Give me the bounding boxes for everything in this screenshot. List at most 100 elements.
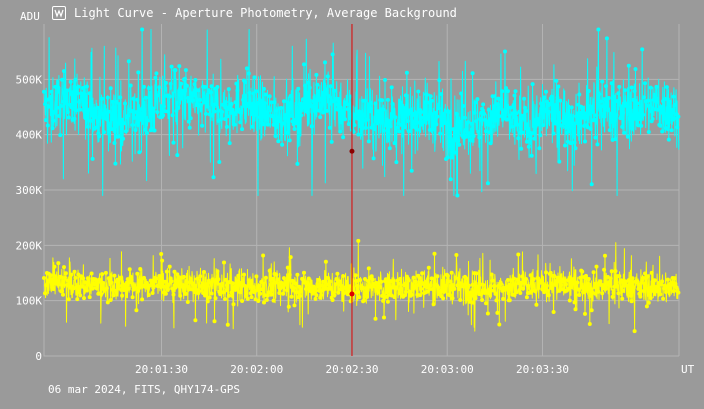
data-point — [187, 125, 192, 130]
data-point — [325, 74, 330, 79]
data-point — [544, 89, 548, 94]
data-point — [351, 286, 356, 291]
data-point — [109, 127, 114, 132]
data-point — [43, 283, 48, 288]
data-point — [519, 146, 524, 151]
data-point — [635, 279, 640, 284]
data-point — [537, 146, 542, 151]
data-point — [105, 300, 110, 305]
data-point — [457, 287, 462, 292]
data-point — [125, 113, 130, 118]
data-point — [104, 117, 109, 122]
data-point — [508, 284, 513, 289]
data-point — [204, 282, 209, 287]
data-point — [217, 160, 222, 164]
data-point — [130, 295, 135, 300]
data-point — [299, 113, 304, 118]
data-point — [557, 159, 562, 164]
data-point — [258, 291, 263, 296]
y-tick-label: 100K — [16, 295, 43, 308]
data-point — [300, 102, 305, 107]
data-point — [74, 108, 79, 113]
data-point — [250, 124, 255, 129]
data-point — [95, 105, 100, 110]
data-point — [207, 295, 212, 300]
data-point — [628, 293, 633, 298]
data-point — [43, 118, 48, 123]
data-point — [538, 133, 543, 138]
data-point — [307, 85, 312, 90]
data-point — [141, 104, 146, 109]
data-point — [173, 68, 178, 73]
data-point — [171, 292, 176, 297]
data-point — [541, 284, 546, 289]
data-point — [649, 270, 654, 275]
data-point — [495, 102, 500, 107]
data-point — [303, 99, 308, 104]
data-point — [499, 282, 504, 286]
data-point — [441, 111, 446, 116]
data-point — [428, 283, 433, 288]
data-point — [78, 107, 83, 112]
data-point — [654, 84, 659, 89]
data-point — [332, 293, 337, 298]
data-point — [283, 282, 287, 287]
data-point — [500, 89, 505, 94]
data-point — [593, 291, 598, 296]
data-point — [357, 295, 362, 300]
data-point — [216, 118, 221, 123]
data-point — [235, 88, 240, 93]
data-point — [610, 294, 615, 299]
data-point — [474, 119, 479, 124]
data-point — [498, 286, 503, 290]
data-point — [282, 276, 286, 281]
data-point — [86, 276, 91, 281]
data-point — [224, 283, 229, 288]
data-point — [445, 155, 450, 160]
y-tick-label: 500K — [16, 73, 43, 86]
data-point — [413, 279, 418, 284]
data-point — [567, 114, 572, 119]
data-point — [603, 97, 607, 102]
data-point — [261, 122, 266, 127]
data-point — [82, 91, 86, 96]
data-point — [434, 122, 439, 127]
data-point — [103, 270, 108, 275]
data-point — [330, 52, 335, 57]
time-cursor[interactable] — [349, 24, 355, 356]
data-point — [220, 110, 225, 114]
data-point — [131, 96, 136, 101]
data-point — [151, 108, 156, 113]
data-point — [176, 106, 181, 110]
data-point — [505, 89, 510, 94]
data-point — [230, 281, 235, 286]
data-point — [394, 160, 399, 165]
data-point — [629, 85, 634, 90]
data-point — [323, 259, 328, 264]
data-point — [66, 115, 71, 120]
data-point — [378, 285, 383, 290]
data-point — [516, 252, 521, 257]
data-point — [631, 285, 636, 290]
data-point — [613, 137, 618, 142]
data-point — [303, 287, 308, 291]
data-point — [128, 83, 133, 88]
data-point — [183, 291, 188, 296]
data-point — [364, 294, 369, 299]
data-point — [254, 89, 259, 94]
data-point — [368, 284, 373, 289]
data-point — [284, 131, 289, 135]
data-point — [60, 289, 65, 294]
data-point — [256, 100, 261, 105]
data-point — [417, 120, 422, 125]
data-point — [485, 311, 490, 316]
data-point — [317, 288, 322, 293]
data-point — [634, 113, 639, 118]
data-point — [595, 142, 600, 147]
data-point — [187, 287, 192, 292]
data-point — [97, 134, 102, 139]
data-point — [269, 292, 274, 297]
data-point — [301, 277, 306, 282]
data-point — [139, 113, 144, 118]
